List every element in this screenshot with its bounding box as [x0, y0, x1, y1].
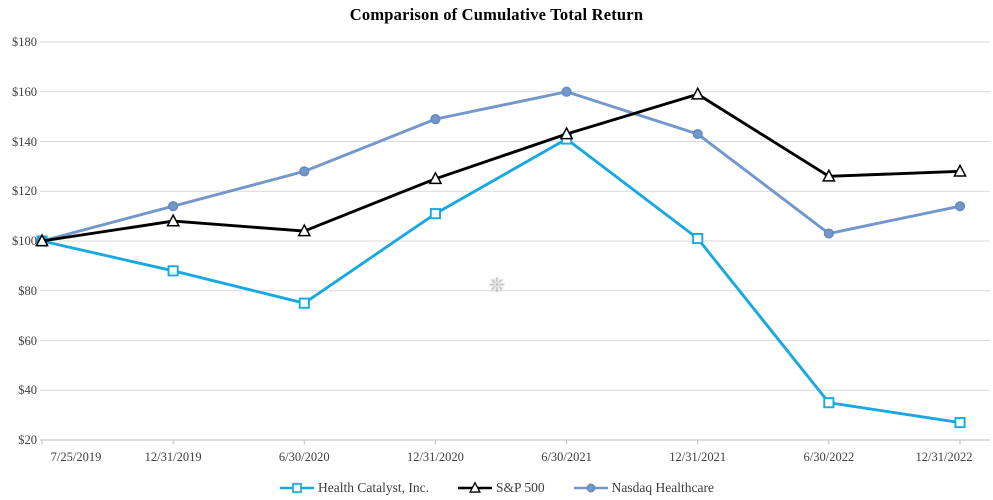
marker-circle: [430, 114, 441, 125]
marker-triangle: [953, 163, 967, 177]
legend-item-sp500: S&P 500: [457, 480, 545, 496]
marker-circle: [561, 86, 572, 97]
marker-triangle: [822, 168, 836, 182]
legend-swatch-triangle-icon: [457, 481, 492, 493]
chart-title: Comparison of Cumulative Total Return: [349, 5, 644, 24]
y-tick-label: $80: [18, 283, 37, 298]
x-tick-label: 7/25/2019: [50, 450, 102, 464]
marker-circle: [692, 128, 703, 140]
legend-label: Nasdaq Healthcare: [611, 480, 714, 495]
legend-item-health-catalyst: Health Catalyst, Inc.: [279, 480, 429, 496]
marker-square: [954, 417, 966, 429]
x-tick-label: 6/30/2020: [278, 450, 330, 464]
marker-square: [292, 483, 302, 493]
marker-triangle: [35, 233, 49, 247]
marker-circle: [954, 201, 966, 212]
y-tick-label: $180: [12, 35, 37, 49]
legend: Health Catalyst, Inc. S&P 500 Nasdaq Hea…: [0, 480, 993, 496]
marker-circle: [168, 201, 179, 212]
marker-circle: [586, 483, 596, 493]
legend-label: S&P 500: [495, 480, 545, 495]
marker-triangle: [428, 171, 443, 185]
legend-item-nasdaq-healthcare: Nasdaq Healthcare: [573, 480, 714, 496]
legend-swatch-circle-icon: [573, 483, 608, 493]
legend-label: Health Catalyst, Inc.: [318, 480, 429, 495]
marker-triangle: [690, 86, 705, 100]
marker-circle: [299, 166, 310, 177]
marker-triangle: [166, 213, 180, 227]
x-tick-label: 6/30/2022: [803, 450, 855, 464]
y-tick-label: $120: [12, 184, 37, 199]
x-tick-label: 12/31/2021: [669, 450, 727, 464]
y-tick-label: $160: [12, 84, 37, 99]
marker-square: [298, 297, 310, 309]
series-nasdaq-healthcare: [36, 86, 966, 247]
gridlines: [40, 41, 990, 441]
marker-square: [823, 397, 835, 409]
y-tick-label: $40: [18, 383, 37, 398]
x-tick-label: 12/31/2022: [915, 450, 973, 464]
marker-circle: [823, 228, 834, 239]
legend-swatch-square-icon: [280, 483, 315, 493]
y-tick-label: $100: [12, 234, 37, 248]
x-tick-label: 6/30/2021: [541, 450, 592, 464]
series-s-p-500: [35, 86, 967, 247]
y-tick-label: $60: [18, 333, 37, 348]
marker-triangle: [468, 481, 482, 493]
x-axis-ticks: [41, 440, 961, 445]
marker-square: [167, 265, 179, 277]
y-tick-label: $140: [12, 134, 37, 149]
x-tick-label: 12/31/2019: [144, 450, 202, 464]
x-tick-label: 12/31/2020: [406, 450, 464, 464]
marker-square: [429, 208, 441, 220]
y-tick-label: $20: [18, 433, 37, 447]
marker-triangle: [559, 126, 574, 140]
marker-square: [692, 232, 704, 245]
marker-triangle: [297, 223, 312, 237]
